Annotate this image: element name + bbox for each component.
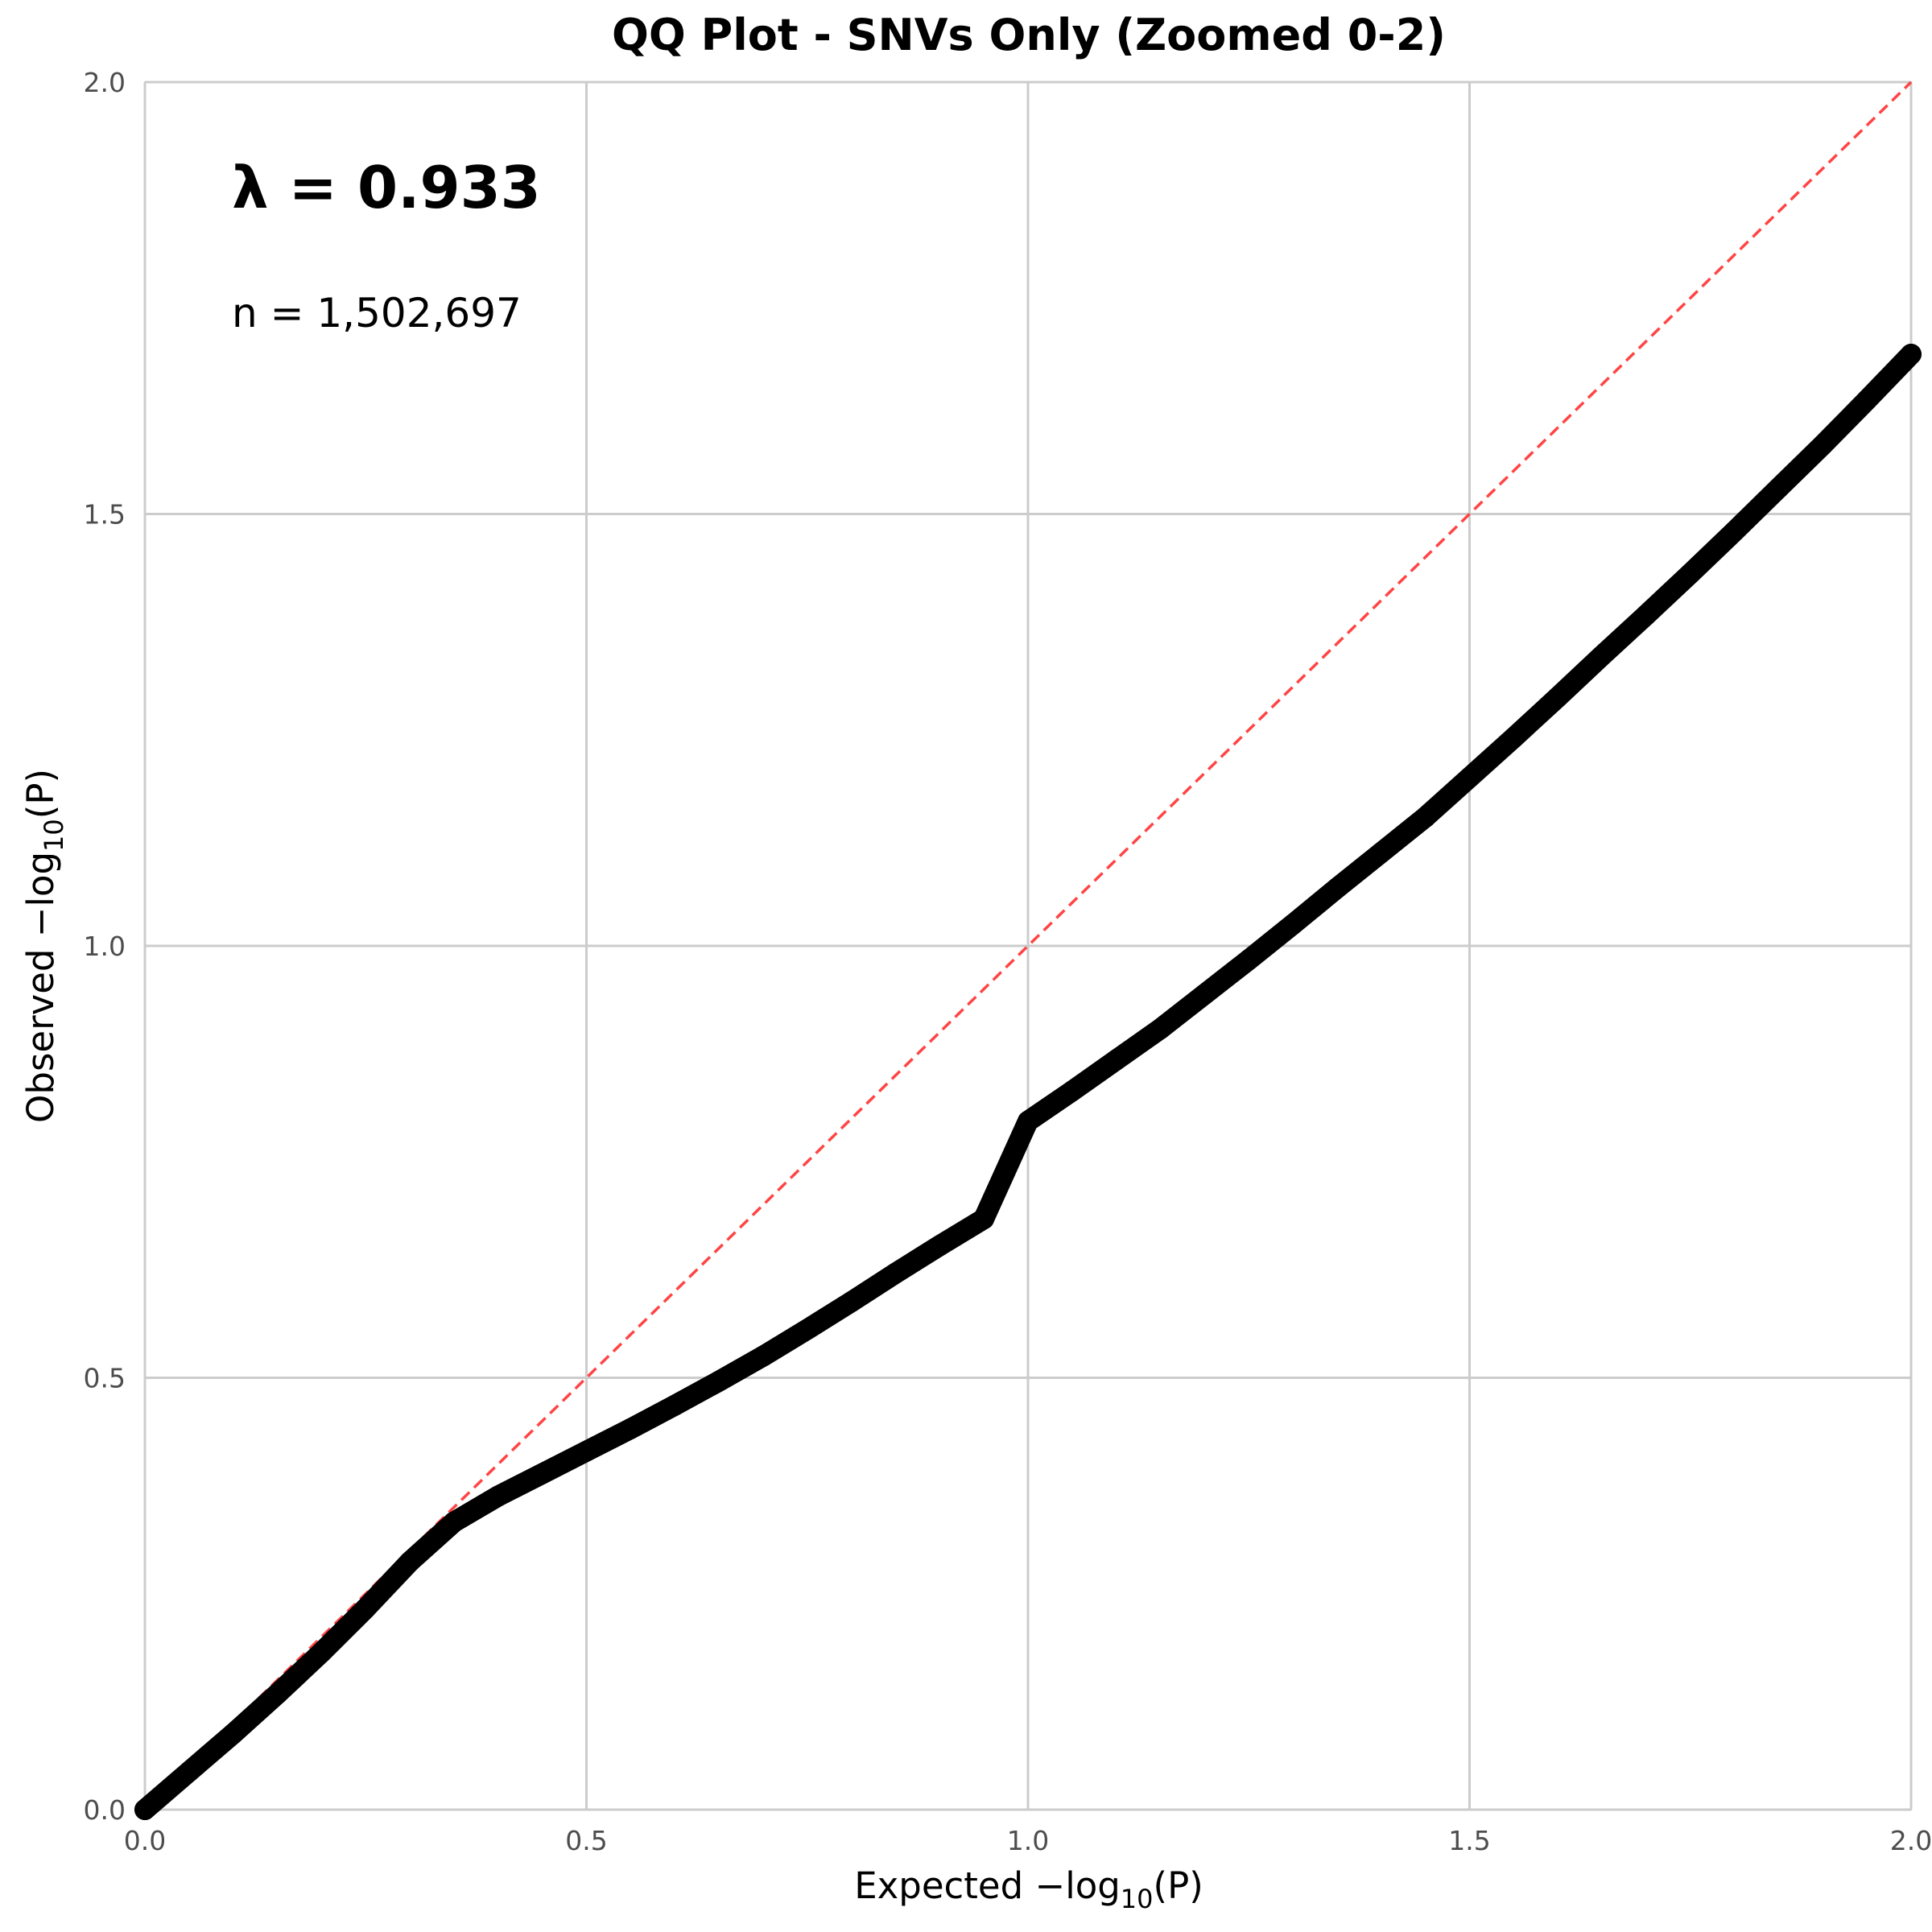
data-point — [1503, 727, 1525, 749]
y-tick-label: 1.0 — [84, 931, 126, 962]
data-point — [1812, 434, 1834, 456]
data-point — [929, 1235, 951, 1257]
n-annotation: n = 1,502,697 — [232, 290, 522, 336]
data-point — [1282, 914, 1304, 935]
data-point — [1150, 1018, 1171, 1040]
data-point — [576, 1440, 597, 1462]
y-tick-labels: 0.0 0.5 1.0 1.5 2.0 — [84, 67, 126, 1826]
data-point — [664, 1394, 686, 1416]
data-point — [178, 1761, 200, 1782]
plot-border — [144, 81, 1912, 1810]
y-tick-label: 1.5 — [84, 499, 126, 530]
data-point — [708, 1370, 730, 1392]
x-tick-label: 0.5 — [565, 1825, 607, 1856]
x-tick-label: 0.0 — [124, 1825, 166, 1856]
y-axis-label-prefix: Observed −log — [19, 852, 62, 1123]
y-tick-label: 2.0 — [84, 67, 126, 98]
data-point — [885, 1262, 906, 1284]
data-point — [1414, 807, 1436, 828]
data-point — [1194, 984, 1216, 1005]
chart-title: QQ Plot - SNVs Only (Zoomed 0-2) — [612, 10, 1446, 60]
y-axis-label: Observed −log10(P) — [19, 769, 69, 1123]
data-point — [796, 1319, 818, 1340]
x-tick-label: 1.5 — [1448, 1825, 1490, 1856]
data-point — [1724, 520, 1745, 542]
data-point — [1061, 1080, 1083, 1102]
data-point — [1018, 1110, 1038, 1132]
lambda-annotation: λ = 0.933 — [232, 154, 541, 221]
data-point — [487, 1485, 509, 1507]
data-point — [266, 1683, 288, 1705]
data-point — [1635, 605, 1657, 626]
data-point — [973, 1208, 995, 1230]
data-point — [1768, 477, 1790, 499]
data-point — [443, 1511, 464, 1533]
data-points — [134, 343, 1922, 1820]
data-point — [1679, 563, 1701, 584]
x-axis-label-prefix: Expected −log — [854, 1864, 1121, 1907]
x-tick-labels: 0.0 0.5 1.0 1.5 2.0 — [124, 1825, 1932, 1856]
data-point — [311, 1641, 332, 1663]
data-point — [1326, 877, 1348, 899]
data-point — [1856, 389, 1878, 411]
data-point — [1459, 766, 1480, 788]
y-tick-label: 0.0 — [84, 1794, 126, 1826]
data-point — [531, 1463, 553, 1484]
y-tick-label: 0.5 — [84, 1363, 126, 1394]
data-point — [1105, 1049, 1127, 1071]
y-axis-label-suffix: (P) — [19, 769, 62, 819]
data-point — [840, 1291, 862, 1313]
data-point — [1238, 949, 1260, 971]
y-axis-label-subscript: 10 — [39, 819, 69, 852]
data-point — [355, 1597, 377, 1619]
x-axis-label: Expected −log10(P) — [854, 1864, 1203, 1914]
x-axis-label-subscript: 10 — [1121, 1884, 1154, 1914]
data-point — [620, 1418, 642, 1439]
x-tick-label: 2.0 — [1890, 1825, 1932, 1856]
data-point — [1547, 686, 1569, 708]
data-point — [222, 1723, 244, 1744]
data-point — [134, 1799, 155, 1820]
x-axis-label-suffix: (P) — [1154, 1864, 1203, 1907]
data-point — [1901, 343, 1922, 365]
data-point — [399, 1551, 421, 1573]
x-tick-label: 1.0 — [1007, 1825, 1049, 1856]
data-point — [1591, 645, 1613, 667]
data-point — [752, 1345, 774, 1367]
plot-frame — [144, 81, 1912, 1810]
data-point — [1370, 842, 1392, 864]
